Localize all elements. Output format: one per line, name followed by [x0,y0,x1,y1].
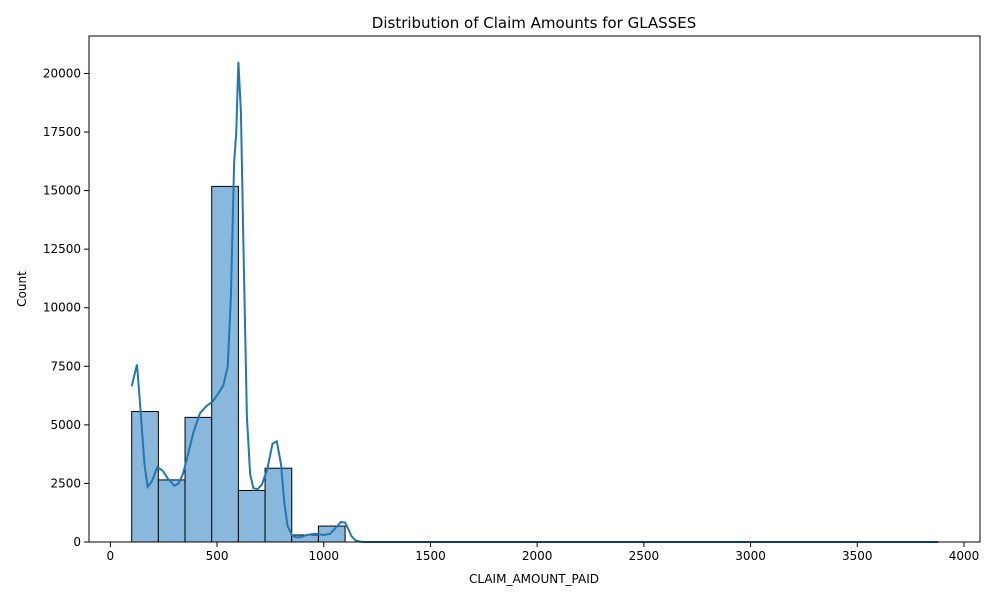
plot-frame [88,35,981,543]
y-axis: 0 2500 5000 7500 10000 12500 15000 17500 20000 [43,66,89,549]
x-tick-label-1000: 1000 [308,549,339,563]
histogram-bar-3 [211,185,239,543]
y-tick-label-17500: 17500 [43,125,81,139]
x-tick-label-1500: 1500 [415,549,446,563]
kde-line [130,61,939,543]
x-tick-label-3000: 3000 [735,549,766,563]
histogram-bars [131,185,346,543]
x-tick-label-3500: 3500 [842,549,873,563]
x-tick-label-2000: 2000 [522,549,553,563]
y-axis-label: Count [15,271,29,307]
y-tick-label-5000: 5000 [50,418,81,432]
y-tick-label-7500: 7500 [50,359,81,373]
y-tick-label-12500: 12500 [43,242,81,256]
histogram-bar-4 [237,489,266,543]
y-tick-label-10000: 10000 [43,301,81,315]
histogram-bar-1 [157,479,186,543]
x-tick-label-2500: 2500 [629,549,660,563]
x-tick-label-500: 500 [206,549,229,563]
chart-title: Distribution of Claim Amounts for GLASSE… [372,14,696,32]
x-tick-label-4000: 4000 [949,549,980,563]
y-tick-label-20000: 20000 [43,66,81,80]
x-axis-label: CLAIM_AMOUNT_PAID [469,572,599,586]
x-tick-label-0: 0 [107,549,115,563]
histogram-bar-2 [184,416,213,543]
y-tick-label-0: 0 [73,535,81,549]
y-tick-label-2500: 2500 [50,476,81,490]
x-axis: 0 500 1000 1500 2000 2500 3000 3500 4000 [107,542,980,563]
histogram-bar-5 [264,467,293,543]
y-tick-label-15000: 15000 [43,184,81,198]
